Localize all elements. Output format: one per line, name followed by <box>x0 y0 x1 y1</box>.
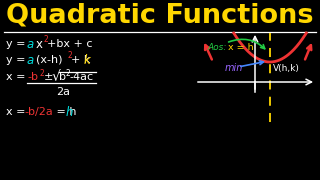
Text: min: min <box>225 63 244 73</box>
Text: V(h,k): V(h,k) <box>273 64 300 73</box>
Text: b: b <box>59 72 66 82</box>
Text: x: x <box>36 37 43 51</box>
Text: 2: 2 <box>65 69 70 78</box>
Text: 2: 2 <box>43 35 48 44</box>
Text: (x-h): (x-h) <box>36 55 62 65</box>
Text: -b/2a: -b/2a <box>24 107 53 117</box>
Text: + k: + k <box>71 55 90 65</box>
Text: y =: y = <box>6 55 26 65</box>
Text: x =: x = <box>6 72 26 82</box>
Text: a: a <box>27 53 34 66</box>
Text: 2: 2 <box>40 69 45 78</box>
Text: x = h: x = h <box>228 42 254 51</box>
Text: 2a: 2a <box>56 87 70 97</box>
Text: 2: 2 <box>67 51 72 60</box>
Text: = h: = h <box>53 107 76 117</box>
Text: Aos:: Aos: <box>207 42 226 51</box>
Text: h: h <box>66 105 74 118</box>
Text: y =: y = <box>6 39 26 49</box>
Text: ±: ± <box>44 72 53 82</box>
Text: Quadratic Functions: Quadratic Functions <box>6 3 314 29</box>
Text: √: √ <box>52 70 61 84</box>
Text: x =: x = <box>6 107 29 117</box>
Text: -b: -b <box>27 72 38 82</box>
Text: -4ac: -4ac <box>69 72 93 82</box>
Text: +bx + c: +bx + c <box>47 39 92 49</box>
Text: a: a <box>27 37 34 51</box>
Text: k: k <box>84 53 91 66</box>
